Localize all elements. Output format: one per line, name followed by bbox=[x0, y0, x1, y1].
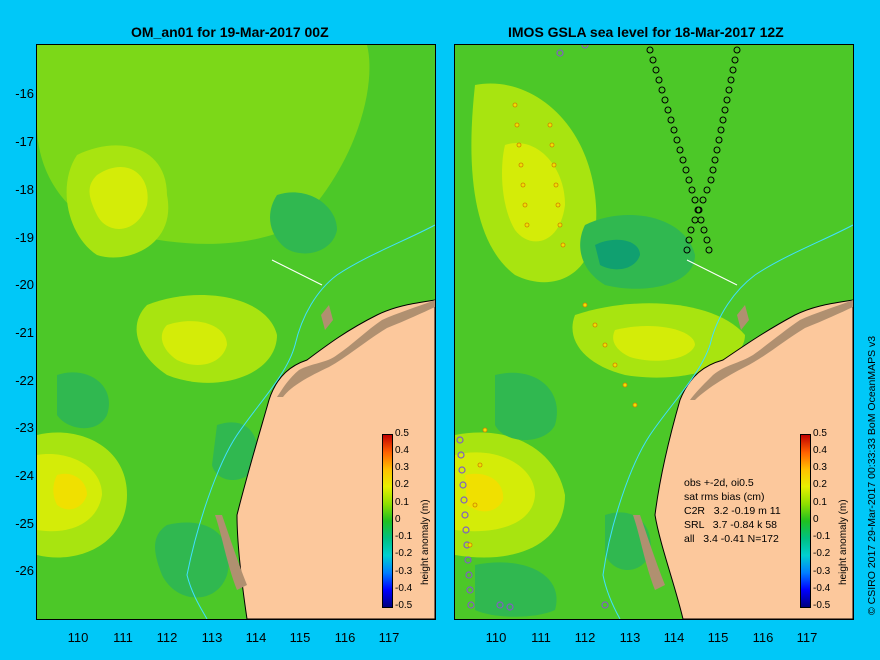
left-map-panel bbox=[36, 44, 436, 620]
colorbar-label: -0.5 bbox=[813, 600, 831, 611]
x-tick-label: 110 bbox=[67, 630, 89, 645]
colorbar-label: 0.4 bbox=[395, 445, 409, 456]
colorbar-label: 0.2 bbox=[813, 479, 827, 490]
isobath-line bbox=[602, 224, 853, 619]
right-panel-title: IMOS GSLA sea level for 18-Mar-2017 12Z bbox=[508, 24, 784, 40]
x-tick-label: 114 bbox=[663, 630, 685, 645]
y-tick-label: -21 bbox=[15, 325, 34, 340]
x-tick-label: 111 bbox=[113, 630, 133, 645]
x-tick-label: 112 bbox=[574, 630, 596, 645]
right-colorbar-title: height anomaly (m) bbox=[838, 499, 849, 585]
x-tick-label: 112 bbox=[156, 630, 178, 645]
colorbar-label: 0.1 bbox=[395, 497, 409, 508]
credit-text: © CSIRO 2017 29-Mar-2017 00:33:33 BoM Oc… bbox=[866, 335, 878, 615]
x-tick-label: 116 bbox=[334, 630, 356, 645]
stats-line: sat rms bias (cm) bbox=[684, 491, 765, 503]
colorbar-label: -0.4 bbox=[813, 583, 831, 594]
colorbar-label: 0.2 bbox=[395, 479, 409, 490]
colorbar-label: 0 bbox=[395, 514, 401, 525]
y-tick-label: -25 bbox=[15, 516, 34, 531]
left-panel-title: OM_an01 for 19-Mar-2017 00Z bbox=[131, 24, 329, 40]
obs-statistics: obs +-2d, oi0.5 sat rms bias (cm) C2R 3.… bbox=[684, 476, 781, 546]
shelf-coast bbox=[277, 300, 435, 397]
colorbar-label: -0.3 bbox=[395, 566, 413, 577]
y-tick-label: -20 bbox=[15, 277, 34, 292]
x-tick-label: 113 bbox=[619, 630, 641, 645]
colorbar-label: 0.5 bbox=[813, 428, 827, 439]
colorbar-label: 0.1 bbox=[813, 497, 827, 508]
x-tick-label: 117 bbox=[796, 630, 818, 645]
x-tick-label: 111 bbox=[531, 630, 551, 645]
x-tick-label: 117 bbox=[378, 630, 400, 645]
stats-line: all 3.4 -0.41 N=172 bbox=[684, 533, 779, 545]
colorbar-label: -0.1 bbox=[395, 531, 413, 542]
left-colorbar-title: height anomaly (m) bbox=[420, 499, 431, 585]
colorbar-label: -0.2 bbox=[813, 548, 831, 559]
left-colorbar bbox=[382, 434, 393, 608]
y-tick-label: -17 bbox=[15, 134, 34, 149]
stats-line: obs +-2d, oi0.5 bbox=[684, 477, 754, 489]
altimeter-tracks-yellow bbox=[467, 102, 638, 548]
anomaly-contours bbox=[455, 83, 745, 617]
x-tick-label: 113 bbox=[201, 630, 223, 645]
colorbar-label: -0.5 bbox=[395, 600, 413, 611]
anomaly-contours bbox=[37, 45, 370, 598]
x-tick-label: 110 bbox=[485, 630, 507, 645]
y-tick-label: -24 bbox=[15, 468, 34, 483]
x-tick-label: 115 bbox=[289, 630, 311, 645]
x-tick-label: 115 bbox=[707, 630, 729, 645]
colorbar-label: 0 bbox=[813, 514, 819, 525]
colorbar-label: -0.3 bbox=[813, 566, 831, 577]
track-line bbox=[271, 259, 323, 286]
shelf-coast bbox=[690, 300, 853, 400]
colorbar-label: 0.3 bbox=[813, 462, 827, 473]
altimeter-tracks-purple bbox=[456, 45, 609, 611]
y-tick-label: -22 bbox=[15, 373, 34, 388]
right-map-panel bbox=[454, 44, 854, 620]
stats-line: SRL 3.7 -0.84 k 58 bbox=[684, 519, 777, 531]
altimeter-tracks bbox=[646, 46, 741, 254]
isobath-line bbox=[186, 224, 435, 619]
y-tick-label: -26 bbox=[15, 563, 34, 578]
colorbar-label: 0.5 bbox=[395, 428, 409, 439]
colorbar-label: -0.1 bbox=[813, 531, 831, 542]
colorbar-label: -0.4 bbox=[395, 583, 413, 594]
y-tick-label: -23 bbox=[15, 420, 34, 435]
colorbar-label: -0.2 bbox=[395, 548, 413, 559]
colorbar-label: 0.3 bbox=[395, 462, 409, 473]
colorbar-label: 0.4 bbox=[813, 445, 827, 456]
y-tick-label: -16 bbox=[15, 86, 34, 101]
x-tick-label: 114 bbox=[245, 630, 267, 645]
track-line bbox=[686, 259, 738, 286]
y-tick-label: -18 bbox=[15, 182, 34, 197]
x-tick-label: 116 bbox=[752, 630, 774, 645]
right-colorbar bbox=[800, 434, 811, 608]
stats-line: C2R 3.2 -0.19 m 11 bbox=[684, 505, 781, 517]
y-tick-label: -19 bbox=[15, 230, 34, 245]
